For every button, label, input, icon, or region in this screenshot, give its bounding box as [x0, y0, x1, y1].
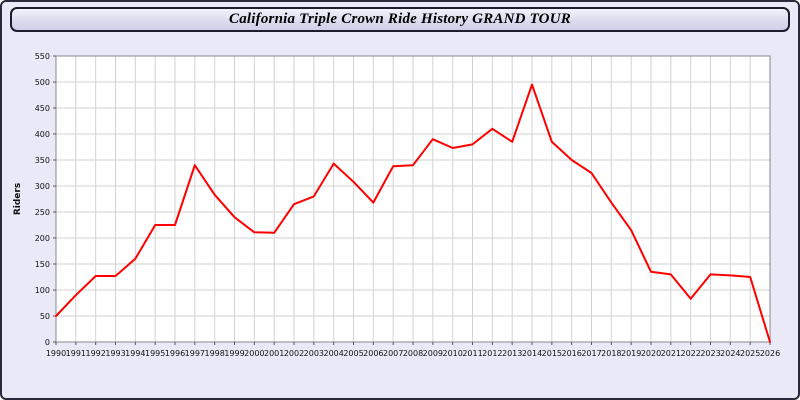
svg-text:2012: 2012 [482, 349, 502, 358]
svg-text:350: 350 [35, 156, 50, 165]
svg-text:1995: 1995 [145, 349, 165, 358]
svg-text:2013: 2013 [502, 349, 522, 358]
svg-text:2024: 2024 [720, 349, 740, 358]
svg-text:2025: 2025 [740, 349, 760, 358]
chart-title-bar: California Triple Crown Ride History GRA… [10, 7, 790, 32]
svg-text:300: 300 [35, 182, 50, 191]
svg-text:2009: 2009 [423, 349, 443, 358]
svg-text:2018: 2018 [601, 349, 621, 358]
svg-text:2005: 2005 [343, 349, 363, 358]
svg-text:2002: 2002 [284, 349, 304, 358]
svg-text:550: 550 [35, 52, 50, 61]
svg-text:500: 500 [35, 78, 50, 87]
svg-text:2008: 2008 [403, 349, 423, 358]
svg-text:1993: 1993 [105, 349, 125, 358]
svg-text:100: 100 [35, 286, 50, 295]
svg-text:2003: 2003 [304, 349, 324, 358]
svg-text:2007: 2007 [383, 349, 403, 358]
svg-text:200: 200 [35, 234, 50, 243]
svg-text:0: 0 [45, 338, 50, 347]
svg-text:250: 250 [35, 208, 50, 217]
svg-text:2001: 2001 [264, 349, 284, 358]
svg-text:2019: 2019 [621, 349, 641, 358]
svg-text:1992: 1992 [85, 349, 105, 358]
svg-text:2010: 2010 [442, 349, 462, 358]
svg-text:150: 150 [35, 260, 50, 269]
svg-text:2000: 2000 [244, 349, 264, 358]
chart-container: 0 50 100 150 200 250 300 350 400 450 500 550 1990 199… [8, 42, 794, 398]
svg-text:Riders: Riders [13, 183, 23, 215]
svg-text:2006: 2006 [363, 349, 383, 358]
chart-title: California Triple Crown Ride History GRA… [229, 11, 571, 27]
svg-text:1997: 1997 [185, 349, 205, 358]
svg-text:400: 400 [35, 130, 50, 139]
svg-text:2023: 2023 [700, 349, 720, 358]
svg-text:2020: 2020 [641, 349, 661, 358]
svg-text:2014: 2014 [522, 349, 542, 358]
svg-text:50: 50 [40, 312, 50, 321]
svg-text:1998: 1998 [204, 349, 224, 358]
svg-text:1991: 1991 [66, 349, 86, 358]
svg-text:2022: 2022 [680, 349, 700, 358]
svg-text:2017: 2017 [581, 349, 601, 358]
svg-text:450: 450 [35, 104, 50, 113]
svg-text:2011: 2011 [462, 349, 482, 358]
svg-text:1994: 1994 [125, 349, 145, 358]
svg-text:2021: 2021 [661, 349, 681, 358]
svg-text:1990: 1990 [46, 349, 66, 358]
svg-text:2015: 2015 [542, 349, 562, 358]
svg-text:2016: 2016 [561, 349, 581, 358]
svg-text:1996: 1996 [165, 349, 185, 358]
svg-text:1999: 1999 [224, 349, 244, 358]
svg-text:2026: 2026 [760, 349, 780, 358]
svg-text:2004: 2004 [323, 349, 343, 358]
